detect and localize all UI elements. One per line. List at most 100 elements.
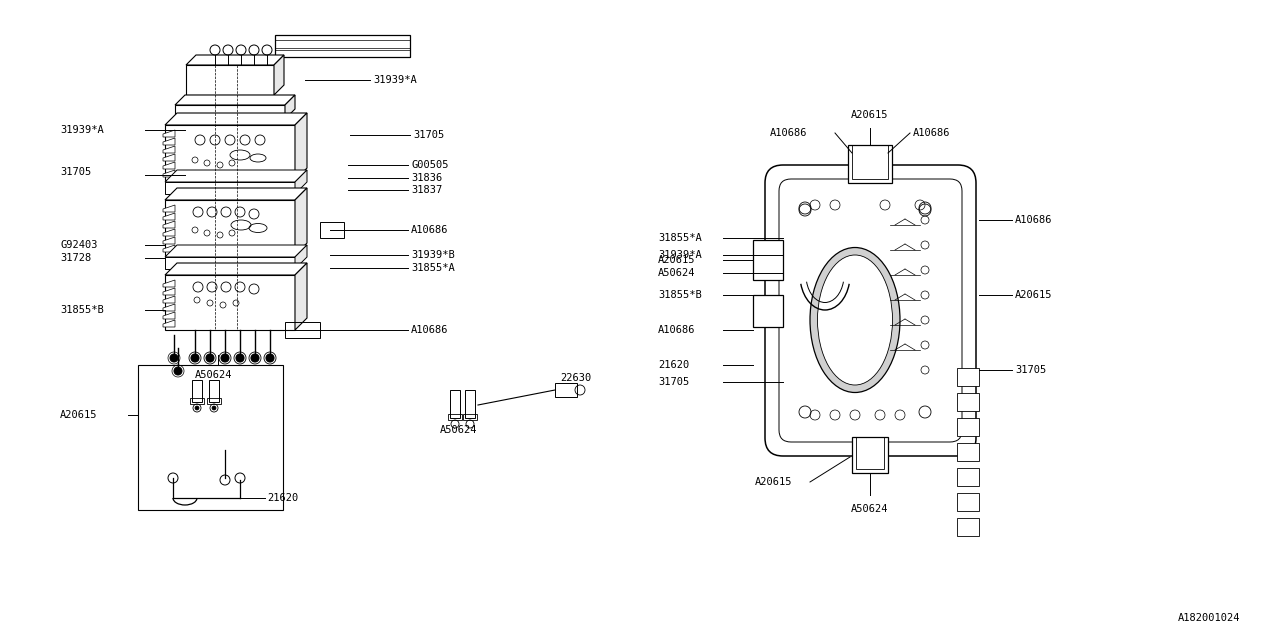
Bar: [285, 322, 320, 338]
Circle shape: [236, 354, 244, 362]
Polygon shape: [294, 188, 307, 255]
Bar: [957, 418, 979, 436]
Text: A20615: A20615: [755, 477, 792, 487]
Bar: [852, 145, 888, 179]
Text: A10686: A10686: [658, 325, 695, 335]
Text: A10686: A10686: [771, 128, 808, 138]
Polygon shape: [175, 95, 294, 105]
Text: A182001024: A182001024: [1178, 613, 1240, 623]
Bar: [165, 182, 294, 194]
Bar: [957, 518, 979, 536]
Circle shape: [266, 354, 274, 362]
Text: 31728: 31728: [60, 253, 91, 263]
Polygon shape: [165, 188, 307, 200]
Text: 31837: 31837: [411, 185, 443, 195]
Text: 21620: 21620: [268, 493, 298, 503]
Text: A20615: A20615: [658, 255, 695, 265]
Bar: [849, 145, 892, 183]
Text: G92403: G92403: [60, 240, 97, 250]
Polygon shape: [274, 55, 284, 95]
Bar: [186, 65, 274, 95]
Polygon shape: [165, 113, 307, 125]
Polygon shape: [294, 245, 307, 269]
Bar: [165, 257, 294, 269]
Polygon shape: [294, 263, 307, 330]
Text: A50624: A50624: [658, 268, 695, 278]
Text: 31705: 31705: [1015, 365, 1046, 375]
Text: G00505: G00505: [411, 160, 448, 170]
Polygon shape: [163, 154, 175, 161]
Text: 31855*A: 31855*A: [411, 263, 454, 273]
Polygon shape: [163, 229, 175, 236]
Bar: [957, 393, 979, 411]
Bar: [189, 398, 204, 404]
Bar: [138, 365, 283, 510]
Polygon shape: [163, 213, 175, 220]
Polygon shape: [163, 146, 175, 153]
Circle shape: [195, 406, 198, 410]
Bar: [192, 380, 202, 402]
Bar: [275, 50, 410, 57]
Text: 31855*B: 31855*B: [658, 290, 701, 300]
Text: 31705: 31705: [658, 377, 689, 387]
Text: A10686: A10686: [913, 128, 951, 138]
Bar: [165, 200, 294, 255]
Circle shape: [251, 354, 259, 362]
Text: A50624: A50624: [440, 425, 477, 435]
Bar: [753, 295, 783, 327]
Bar: [856, 437, 884, 469]
Polygon shape: [285, 95, 294, 119]
Bar: [957, 443, 979, 461]
Polygon shape: [163, 205, 175, 212]
Bar: [175, 105, 285, 119]
Bar: [957, 368, 979, 386]
Bar: [165, 275, 294, 330]
Text: 31939*A: 31939*A: [372, 75, 417, 85]
Text: 31939*B: 31939*B: [411, 250, 454, 260]
Bar: [957, 468, 979, 486]
Polygon shape: [163, 312, 175, 319]
Text: 22630: 22630: [561, 373, 591, 383]
Polygon shape: [165, 170, 307, 182]
Text: 31705: 31705: [413, 130, 444, 140]
Text: A10686: A10686: [411, 325, 448, 335]
Bar: [852, 437, 888, 473]
Circle shape: [206, 354, 214, 362]
Bar: [465, 390, 475, 418]
Polygon shape: [186, 55, 284, 65]
Bar: [207, 398, 221, 404]
Polygon shape: [163, 162, 175, 169]
Circle shape: [191, 354, 198, 362]
Bar: [463, 414, 477, 420]
FancyBboxPatch shape: [780, 179, 963, 442]
Polygon shape: [165, 263, 307, 275]
Bar: [451, 390, 460, 418]
Polygon shape: [163, 221, 175, 228]
Bar: [320, 222, 344, 238]
Polygon shape: [294, 170, 307, 194]
Polygon shape: [163, 280, 175, 287]
Text: 31855*A: 31855*A: [658, 233, 701, 243]
Text: 31939*A: 31939*A: [658, 250, 701, 260]
Text: A10686: A10686: [1015, 215, 1052, 225]
Polygon shape: [163, 288, 175, 295]
Text: A20615: A20615: [851, 110, 888, 120]
Circle shape: [221, 354, 229, 362]
Text: A50624: A50624: [195, 370, 233, 380]
Polygon shape: [163, 170, 175, 177]
Bar: [275, 40, 410, 48]
Text: 31939*A: 31939*A: [60, 125, 104, 135]
Text: 31855*B: 31855*B: [60, 305, 104, 315]
Polygon shape: [163, 237, 175, 244]
Polygon shape: [294, 113, 307, 180]
Ellipse shape: [818, 255, 892, 385]
Circle shape: [212, 406, 216, 410]
Bar: [556, 383, 577, 397]
Polygon shape: [163, 130, 175, 137]
FancyBboxPatch shape: [765, 165, 977, 456]
Polygon shape: [163, 320, 175, 327]
Bar: [275, 35, 410, 57]
Bar: [957, 493, 979, 511]
Text: 31836: 31836: [411, 173, 443, 183]
Polygon shape: [163, 245, 175, 252]
